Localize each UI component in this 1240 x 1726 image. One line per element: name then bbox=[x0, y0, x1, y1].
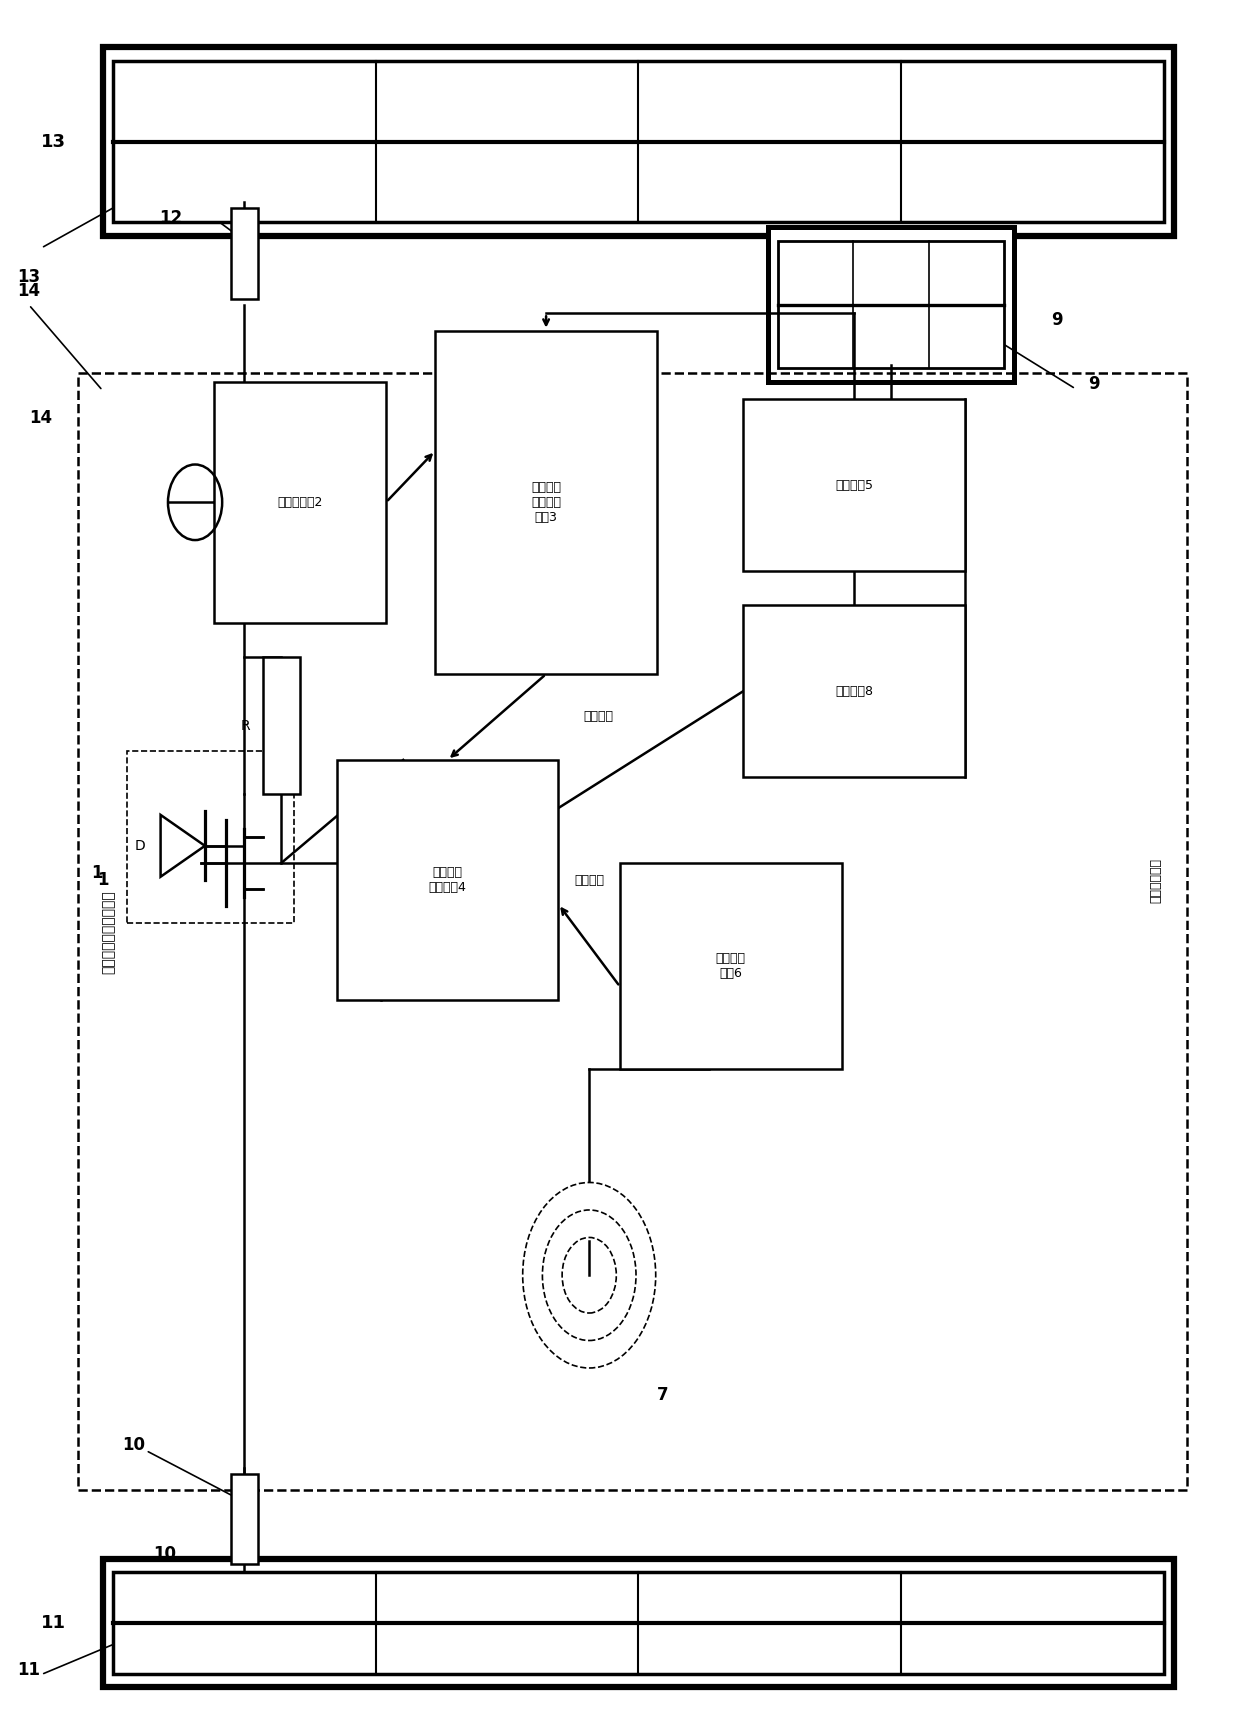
Bar bbox=[213, 381, 386, 623]
Text: 内部控制: 内部控制 bbox=[583, 711, 613, 723]
Bar bbox=[435, 330, 657, 675]
Text: D: D bbox=[135, 839, 146, 853]
Bar bbox=[128, 751, 294, 923]
Text: 10: 10 bbox=[122, 1436, 145, 1455]
Text: 10: 10 bbox=[153, 1545, 176, 1564]
Text: 外部开关控制: 外部开关控制 bbox=[1149, 858, 1162, 903]
Text: 13: 13 bbox=[41, 133, 66, 150]
Text: 电流传感器2: 电流传感器2 bbox=[277, 495, 322, 509]
Text: 14: 14 bbox=[30, 409, 52, 426]
Text: 无线接收
模块6: 无线接收 模块6 bbox=[715, 953, 745, 980]
Bar bbox=[113, 1572, 1164, 1674]
Polygon shape bbox=[161, 815, 205, 877]
Text: 13: 13 bbox=[17, 269, 41, 287]
Text: 1: 1 bbox=[97, 872, 108, 889]
Bar bbox=[768, 228, 1014, 381]
Text: 突变电流
阈值控制
模块3: 突变电流 阈值控制 模块3 bbox=[531, 482, 560, 523]
Bar bbox=[113, 60, 1164, 223]
Text: 7: 7 bbox=[657, 1386, 668, 1405]
Bar bbox=[337, 759, 558, 1001]
Text: 14: 14 bbox=[17, 281, 41, 300]
Text: 11: 11 bbox=[17, 1660, 40, 1679]
Bar bbox=[78, 373, 1187, 1490]
Text: 光伏组件智能隔离开关: 光伏组件智能隔离开关 bbox=[102, 891, 115, 973]
Bar bbox=[231, 1474, 258, 1564]
Bar bbox=[103, 1559, 1174, 1688]
Bar bbox=[263, 658, 300, 794]
Text: 12: 12 bbox=[122, 145, 145, 162]
Bar bbox=[231, 207, 258, 299]
Text: 储能电容8: 储能电容8 bbox=[835, 685, 873, 697]
Bar bbox=[777, 242, 1004, 368]
Text: 工作电源5: 工作电源5 bbox=[835, 478, 873, 492]
Text: 12: 12 bbox=[159, 209, 182, 228]
Text: 9: 9 bbox=[1052, 311, 1063, 330]
Text: R: R bbox=[241, 718, 250, 732]
Text: 外部控制: 外部控制 bbox=[574, 873, 604, 887]
Text: 1: 1 bbox=[91, 865, 102, 882]
Text: 隔离开关
控制电路4: 隔离开关 控制电路4 bbox=[429, 866, 466, 894]
Bar bbox=[620, 863, 842, 1068]
Bar bbox=[103, 47, 1174, 236]
Bar bbox=[743, 606, 965, 777]
Text: 11: 11 bbox=[41, 1614, 66, 1633]
Text: 9: 9 bbox=[1087, 375, 1100, 394]
Bar bbox=[743, 399, 965, 571]
